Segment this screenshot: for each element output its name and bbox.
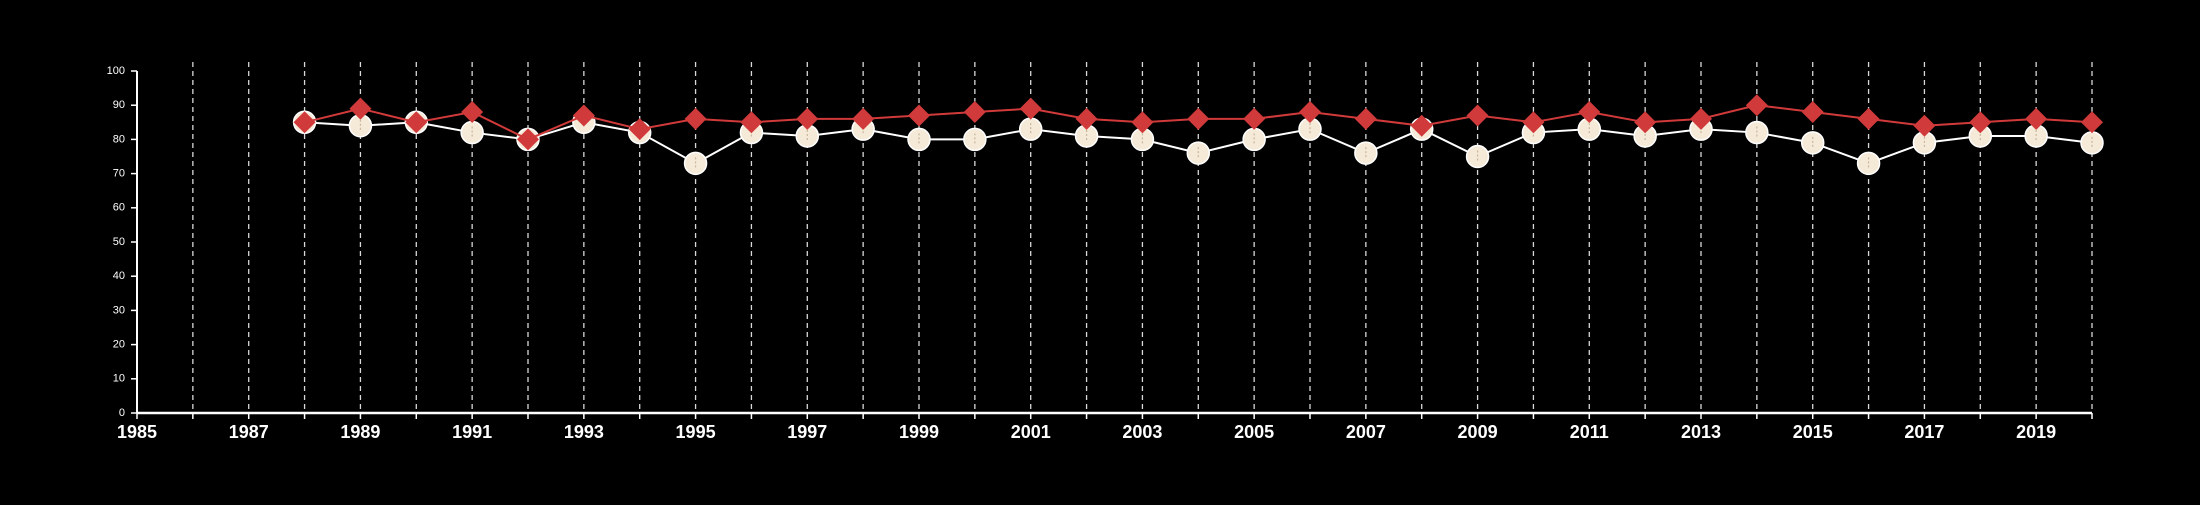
y-tick-label: 0 — [119, 407, 125, 419]
data-point-diamond — [293, 111, 316, 134]
data-point-diamond — [517, 128, 539, 151]
data-point-diamond — [1690, 107, 1712, 130]
x-tick-label: 2011 — [1570, 422, 1609, 442]
x-tick-label: 1993 — [564, 422, 604, 442]
series-circle — [292, 110, 2104, 176]
x-tick-label: 1995 — [676, 422, 716, 442]
data-point-diamond — [1354, 107, 1377, 130]
data-point-diamond — [1410, 114, 1433, 137]
data-point-diamond — [1745, 94, 1768, 117]
data-point-diamond — [2025, 107, 2048, 130]
data-point-diamond — [1019, 97, 1042, 120]
data-point-diamond — [1801, 101, 1824, 124]
x-tick-label: 2003 — [1122, 422, 1162, 442]
data-point-diamond — [740, 111, 763, 134]
data-point-diamond — [684, 107, 707, 130]
x-tick-label: 2007 — [1346, 422, 1386, 442]
data-point-diamond — [1634, 111, 1657, 134]
data-point-diamond — [1578, 101, 1601, 124]
x-tick-label: 2015 — [1793, 422, 1833, 442]
data-point-diamond — [1466, 104, 1489, 127]
data-point-diamond — [461, 101, 484, 124]
x-tick-label: 1991 — [452, 422, 492, 442]
x-tick-label: 1987 — [229, 422, 269, 442]
data-point-diamond — [1299, 101, 1321, 124]
x-tick-label: 2017 — [1904, 422, 1944, 442]
y-tick-label: 10 — [113, 373, 125, 385]
axes: 0 10 20 30 40 50 60 70 80 90 100 1985 1987 1989 1991 19… — [107, 65, 2093, 442]
data-point-diamond — [1075, 107, 1098, 130]
series-diamond — [293, 94, 2103, 151]
x-tick-label: 2019 — [2016, 422, 2056, 442]
data-point-diamond — [852, 107, 875, 130]
y-tick-label: 100 — [107, 65, 125, 77]
y-tick-label: 30 — [113, 304, 125, 316]
x-tick-label: 1989 — [340, 422, 380, 442]
data-point-diamond — [908, 104, 930, 127]
data-point-diamond — [628, 118, 651, 141]
x-tick-label: 1985 — [117, 422, 157, 442]
data-point-diamond — [2081, 111, 2103, 134]
y-tick-label: 70 — [113, 168, 125, 180]
data-point-diamond — [349, 97, 372, 120]
data-point-diamond — [796, 107, 819, 130]
y-tick-label: 90 — [113, 99, 125, 111]
x-tick-label: 2013 — [1681, 422, 1721, 442]
data-point-diamond — [1857, 107, 1880, 130]
y-tick-label: 60 — [113, 202, 125, 214]
y-tick-label: 80 — [113, 133, 125, 145]
x-tick-label: 2005 — [1234, 422, 1274, 442]
series-group — [292, 94, 2104, 176]
x-tick-label: 2009 — [1458, 422, 1498, 442]
y-tick-label: 40 — [113, 270, 125, 282]
data-point-diamond — [963, 101, 986, 124]
data-point-diamond — [1913, 114, 1936, 137]
x-tick-label: 2001 — [1011, 422, 1051, 442]
data-point-diamond — [1522, 111, 1545, 134]
data-point-diamond — [1187, 107, 1210, 130]
data-point-diamond — [1243, 107, 1266, 130]
y-tick-label: 20 — [113, 339, 125, 351]
data-point-diamond — [405, 111, 428, 134]
x-tick-label: 1999 — [899, 422, 939, 442]
x-tick-label: 1997 — [787, 422, 827, 442]
data-point-diamond — [572, 104, 595, 127]
data-point-diamond — [1131, 111, 1154, 134]
data-point-diamond — [1969, 111, 1992, 134]
y-tick-label: 50 — [113, 236, 125, 248]
